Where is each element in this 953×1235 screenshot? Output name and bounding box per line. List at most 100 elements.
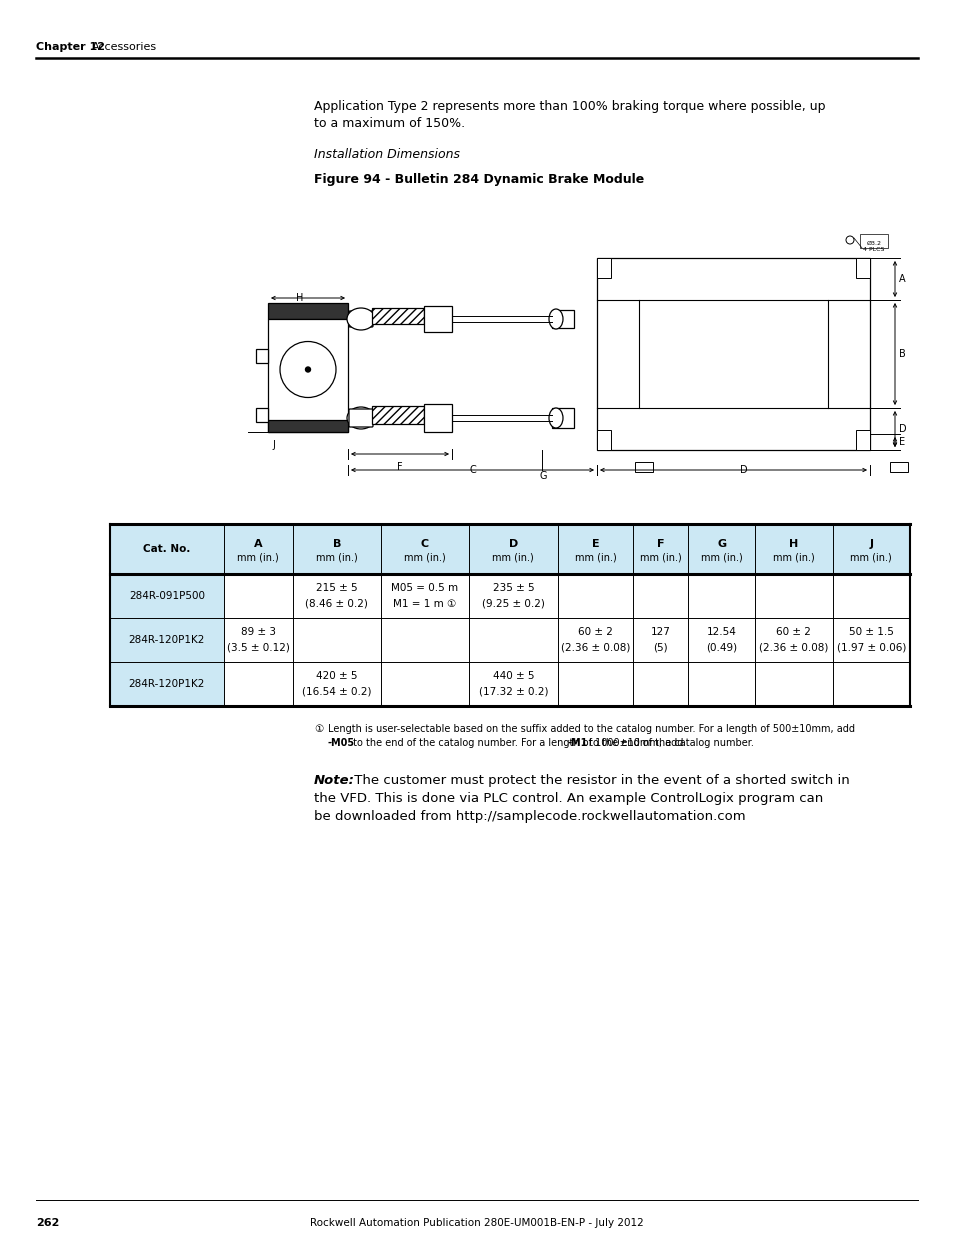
Bar [855, 430, 869, 450]
Text: J: J [868, 538, 872, 550]
Bar [110, 618, 223, 662]
Text: Installation Dimensions: Installation Dimensions [314, 148, 459, 161]
Text: Rockwell Automation Publication 280E-UM001B-EN-P - July 2012: Rockwell Automation Publication 280E-UM0… [310, 1218, 643, 1228]
Ellipse shape [548, 408, 562, 429]
FancyBboxPatch shape [349, 311, 373, 327]
Circle shape [305, 367, 310, 372]
Text: H: H [788, 538, 798, 550]
Bar [552, 310, 574, 329]
Bar [110, 574, 223, 618]
Text: (8.46 ± 0.2): (8.46 ± 0.2) [305, 599, 368, 609]
Bar [268, 303, 348, 319]
Bar [597, 430, 610, 450]
Text: A: A [898, 274, 904, 284]
Text: 284R-091P500: 284R-091P500 [129, 592, 205, 601]
Text: 60 ± 2: 60 ± 2 [776, 627, 810, 637]
Text: 127: 127 [650, 627, 670, 637]
Text: Application Type 2 represents more than 100% braking torque where possible, up: Application Type 2 represents more than … [314, 100, 824, 112]
Text: M1 = 1 m ①: M1 = 1 m ① [393, 599, 456, 609]
Text: 12.54: 12.54 [706, 627, 736, 637]
Text: (16.54 ± 0.2): (16.54 ± 0.2) [302, 687, 371, 697]
Bar [372, 406, 423, 424]
Text: mm (in.): mm (in.) [700, 553, 741, 563]
Bar [423, 306, 452, 332]
Text: mm (in.): mm (in.) [772, 553, 814, 563]
Text: (1.97 ± 0.06): (1.97 ± 0.06) [836, 643, 905, 653]
Text: D: D [739, 466, 746, 475]
Text: -M05: -M05 [328, 739, 355, 748]
Ellipse shape [347, 408, 375, 429]
Text: (2.36 ± 0.08): (2.36 ± 0.08) [759, 643, 828, 653]
Bar [268, 420, 348, 432]
Text: 262: 262 [36, 1218, 59, 1228]
Bar [855, 258, 869, 278]
Text: ①: ① [314, 724, 323, 734]
Text: mm (in.): mm (in.) [404, 553, 445, 563]
Text: be downloaded from http://samplecode.rockwellautomation.com: be downloaded from http://samplecode.roc… [314, 810, 745, 823]
Text: 89 ± 3: 89 ± 3 [240, 627, 275, 637]
FancyBboxPatch shape [349, 409, 373, 427]
Text: mm (in.): mm (in.) [237, 553, 278, 563]
Bar [423, 404, 452, 432]
Circle shape [280, 342, 335, 398]
Text: Note:: Note: [314, 774, 355, 787]
Text: J: J [272, 440, 274, 450]
Text: F: F [656, 538, 663, 550]
Text: -M1: -M1 [567, 739, 588, 748]
Text: (2.36 ± 0.08): (2.36 ± 0.08) [560, 643, 629, 653]
Text: D: D [898, 424, 905, 433]
Text: (0.49): (0.49) [705, 643, 737, 653]
Text: mm (in.): mm (in.) [574, 553, 616, 563]
Bar [255, 408, 268, 422]
Text: mm (in.): mm (in.) [315, 553, 357, 563]
Text: C: C [469, 466, 476, 475]
Text: C: C [420, 538, 429, 550]
Text: (17.32 ± 0.2): (17.32 ± 0.2) [478, 687, 548, 697]
Text: mm (in.): mm (in.) [639, 553, 680, 563]
Text: Ø3.2
4 PLCS: Ø3.2 4 PLCS [862, 241, 883, 252]
Bar [255, 350, 268, 363]
Text: B: B [898, 350, 904, 359]
Circle shape [845, 236, 853, 245]
Text: GROUND: GROUND [275, 325, 304, 330]
Bar [110, 662, 223, 706]
Text: B: B [333, 538, 340, 550]
Text: 60 ± 2: 60 ± 2 [578, 627, 612, 637]
Text: Accessories: Accessories [91, 42, 157, 52]
Text: 284R-120P1K2: 284R-120P1K2 [129, 635, 205, 645]
Text: 215 ± 5: 215 ± 5 [315, 583, 357, 593]
Text: H: H [296, 293, 303, 303]
Text: Cat. No.: Cat. No. [143, 543, 191, 555]
Text: Length is user-selectable based on the suffix added to the catalog number. For a: Length is user-selectable based on the s… [328, 724, 854, 734]
Bar [268, 319, 348, 432]
Bar [859, 233, 887, 248]
Text: 284R-120P1K2: 284R-120P1K2 [129, 679, 205, 689]
Text: to the end of the catalog number. For a length of 1000±10mm, add: to the end of the catalog number. For a … [350, 739, 686, 748]
Text: M05 = 0.5 m: M05 = 0.5 m [391, 583, 458, 593]
Text: (3.5 ± 0.12): (3.5 ± 0.12) [227, 643, 289, 653]
Text: 50 ± 1.5: 50 ± 1.5 [848, 627, 893, 637]
Bar [597, 258, 610, 278]
Ellipse shape [548, 309, 562, 329]
Text: 440 ± 5: 440 ± 5 [492, 671, 534, 680]
Text: A: A [253, 538, 262, 550]
Text: G: G [539, 471, 547, 480]
Bar [889, 462, 907, 472]
Bar [552, 408, 574, 429]
Ellipse shape [347, 308, 375, 330]
Text: D: D [508, 538, 517, 550]
Text: (5): (5) [653, 643, 667, 653]
Text: mm (in.): mm (in.) [849, 553, 891, 563]
Text: The customer must protect the resistor in the event of a shorted switch in: The customer must protect the resistor i… [350, 774, 849, 787]
Text: the VFD. This is done via PLC control. An example ControlLogix program can: the VFD. This is done via PLC control. A… [314, 792, 822, 805]
Bar [635, 462, 652, 472]
Bar [372, 308, 423, 324]
Text: F: F [396, 462, 402, 472]
Text: mm (in.): mm (in.) [492, 553, 534, 563]
Bar [597, 258, 869, 450]
Text: Figure 94 - Bulletin 284 Dynamic Brake Module: Figure 94 - Bulletin 284 Dynamic Brake M… [314, 173, 643, 186]
Text: Chapter 12: Chapter 12 [36, 42, 105, 52]
Text: E: E [591, 538, 598, 550]
Text: E: E [898, 437, 904, 447]
Text: (9.25 ± 0.2): (9.25 ± 0.2) [481, 599, 544, 609]
